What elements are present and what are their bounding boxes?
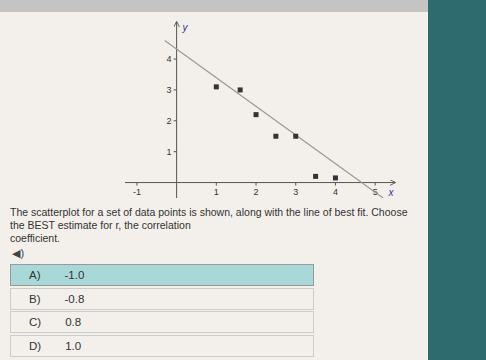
point <box>333 175 338 180</box>
chart: -1123451234xy <box>0 12 428 208</box>
option-row[interactable]: D) 1.0 <box>10 335 314 357</box>
y-tick <box>174 59 177 60</box>
y-tick-label: 2 <box>167 116 172 126</box>
y-tick-label: 4 <box>167 54 172 64</box>
audio-icon[interactable]: ◀) <box>12 247 24 260</box>
point <box>254 112 259 117</box>
x-tick-label: 2 <box>254 187 259 197</box>
y-tick-label: 1 <box>167 147 172 157</box>
fit-line <box>165 41 383 198</box>
option-label: D) <box>29 340 41 352</box>
x-tick <box>295 183 296 186</box>
x-tick <box>335 183 336 186</box>
point <box>293 134 298 139</box>
x-tick-label: 3 <box>293 187 298 197</box>
options: A) -1.0 B) -0.8 C) 0.8 D) 1.0 <box>10 264 314 358</box>
option-value: 1.0 <box>65 340 81 352</box>
x-axis <box>125 182 395 183</box>
x-tick-label: 4 <box>333 187 338 197</box>
x-tick-label: -1 <box>133 187 141 197</box>
x-tick <box>136 183 137 186</box>
option-row[interactable]: B) -0.8 <box>10 288 314 310</box>
x-axis-label: x <box>388 187 395 198</box>
option-label: C) <box>29 316 41 328</box>
option-row[interactable]: C) 0.8 <box>10 311 314 333</box>
x-tick <box>375 183 376 186</box>
y-tick <box>174 151 177 152</box>
point <box>313 174 318 179</box>
y-tick <box>174 120 177 121</box>
option-value: -1.0 <box>65 269 85 281</box>
x-tick <box>256 183 257 186</box>
point <box>214 84 219 89</box>
plot-marks <box>165 41 383 198</box>
point <box>238 87 243 92</box>
y-tick <box>174 89 177 90</box>
question: The scatterplot for a set of data points… <box>10 206 422 245</box>
option-value: 0.8 <box>65 316 81 328</box>
option-label: A) <box>29 269 41 281</box>
option-label: B) <box>29 293 41 305</box>
option-value: -0.8 <box>65 293 85 305</box>
side-panel <box>428 0 486 360</box>
y-axis-label: y <box>182 22 189 33</box>
point <box>273 134 278 139</box>
x-tick-label: 1 <box>214 187 219 197</box>
option-row[interactable]: A) -1.0 <box>10 264 314 286</box>
y-tick-label: 3 <box>167 85 172 95</box>
x-tick <box>216 183 217 186</box>
top-bar <box>0 0 428 12</box>
